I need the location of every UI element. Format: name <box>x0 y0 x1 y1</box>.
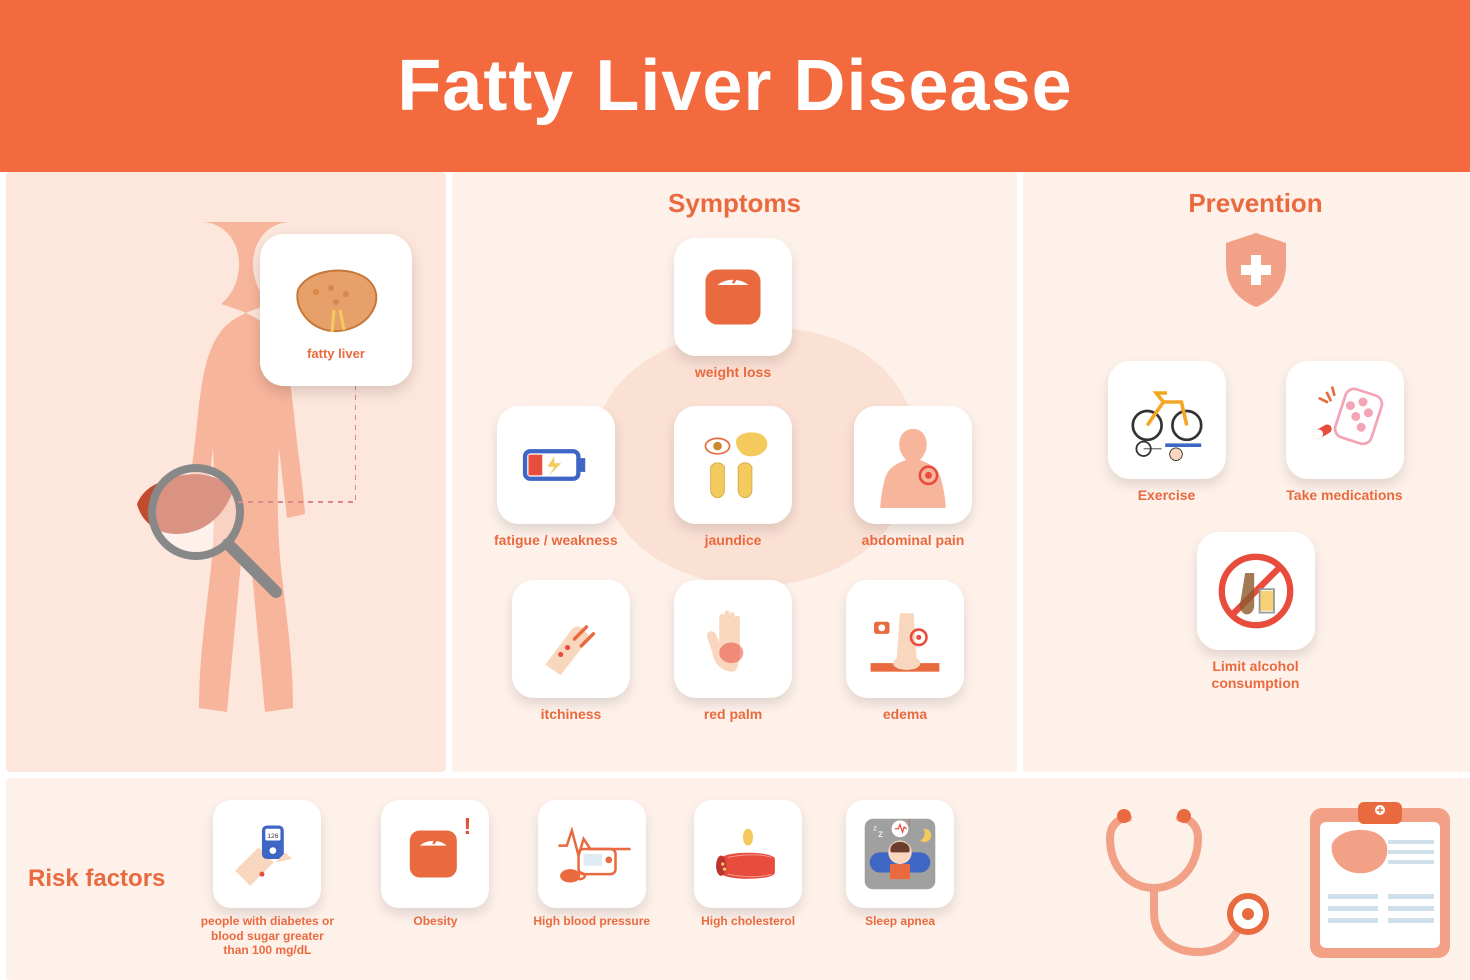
symptom-itchiness: itchiness <box>512 580 630 723</box>
risk-cholesterol: High cholesterol <box>694 800 802 957</box>
symptom-weight-loss: weight loss <box>674 238 792 381</box>
prevention-alcohol: Limit alcohol consumption <box>1181 532 1331 692</box>
symptom-fatigue: fatigue / weakness <box>494 406 618 549</box>
risk-label: people with diabetes or blood sugar grea… <box>197 914 337 957</box>
prevention-label: Take medications <box>1286 487 1402 504</box>
symptom-grid: weight loss fatigue / weakness jaundice abd… <box>452 232 1017 772</box>
body-panel: fatty liver <box>6 172 446 772</box>
symptom-label: weight loss <box>695 364 771 381</box>
content-grid: fatty liver Symptoms weight loss fatigue … <box>0 172 1470 980</box>
symptom-edema: edema <box>846 580 964 723</box>
title-banner: Fatty Liver Disease <box>0 0 1470 172</box>
svg-text:!: ! <box>908 818 910 828</box>
liver-callout-label: fatty liver <box>307 346 365 361</box>
symptom-label: abdominal pain <box>862 532 965 549</box>
risk-apnea: zz! Sleep apnea <box>846 800 954 957</box>
red-palm-icon <box>674 580 792 698</box>
medications-icon <box>1286 361 1404 479</box>
apnea-icon: zz! <box>846 800 954 908</box>
prevention-exercise: Exercise <box>1108 361 1226 504</box>
risk-label: Sleep apnea <box>865 914 935 928</box>
fatty-liver-icon <box>286 260 386 340</box>
prevention-label: Exercise <box>1138 487 1196 504</box>
liver-callout: fatty liver <box>260 234 412 386</box>
diabetes-icon: 126 <box>213 800 321 908</box>
risk-label: High cholesterol <box>701 914 795 928</box>
fatigue-icon <box>497 406 615 524</box>
prevention-grid: Exercise Take medications Limit alcohol co… <box>1023 361 1470 691</box>
hbp-icon <box>538 800 646 908</box>
svg-text:z: z <box>878 830 883 841</box>
symptoms-panel: Symptoms weight loss fatigue / weakness ja… <box>452 172 1017 772</box>
obesity-icon: ! <box>381 800 489 908</box>
alcohol-icon <box>1197 532 1315 650</box>
symptom-label: edema <box>883 706 927 723</box>
weight-loss-icon <box>674 238 792 356</box>
prevention-label: Limit alcohol consumption <box>1181 658 1331 692</box>
svg-text:z: z <box>873 824 877 833</box>
risk-panel: Risk factors 126 people with diabetes or … <box>6 778 1470 980</box>
cholesterol-icon <box>694 800 802 908</box>
prevention-title: Prevention <box>1023 172 1470 219</box>
symptom-red-palm: red palm <box>674 580 792 723</box>
svg-text:!: ! <box>464 813 472 839</box>
itchiness-icon <box>512 580 630 698</box>
edema-icon <box>846 580 964 698</box>
shield-icon <box>1023 229 1470 309</box>
prevention-panel: Prevention Exercise Take medications Limit… <box>1023 172 1470 772</box>
symptoms-title: Symptoms <box>452 172 1017 219</box>
doctor-tools-icon <box>1088 798 1468 958</box>
risk-cards: 126 people with diabetes or blood sugar g… <box>197 800 954 957</box>
risk-label: High blood pressure <box>533 914 650 928</box>
symptom-jaundice: jaundice <box>674 406 792 549</box>
risk-label: Obesity <box>413 914 457 928</box>
symptom-abdominal-pain: abdominal pain <box>854 406 972 549</box>
symptom-label: fatigue / weakness <box>494 532 618 549</box>
page-title: Fatty Liver Disease <box>397 45 1072 127</box>
jaundice-icon <box>674 406 792 524</box>
svg-text:126: 126 <box>268 833 279 840</box>
risk-diabetes: 126 people with diabetes or blood sugar g… <box>197 800 337 957</box>
infographic-page: Fatty Liver Disease fa <box>0 0 1470 980</box>
risk-hbp: High blood pressure <box>533 800 650 957</box>
risk-obesity: ! Obesity <box>381 800 489 957</box>
symptom-label: jaundice <box>705 532 762 549</box>
abdominal-pain-icon <box>854 406 972 524</box>
risk-title: Risk factors <box>6 865 165 893</box>
symptom-label: red palm <box>704 706 762 723</box>
prevention-medications: Take medications <box>1286 361 1404 504</box>
exercise-icon <box>1108 361 1226 479</box>
symptom-label: itchiness <box>541 706 602 723</box>
